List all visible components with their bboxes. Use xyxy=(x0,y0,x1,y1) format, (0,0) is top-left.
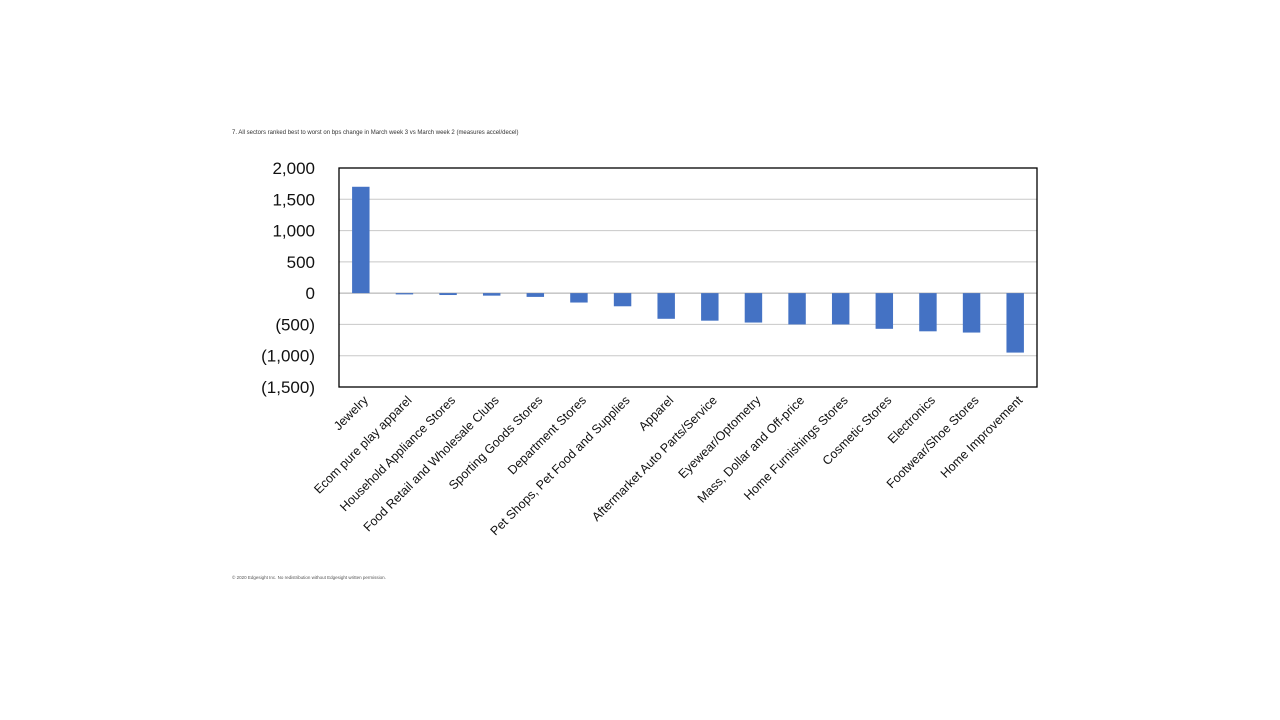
y-tick-label: (1,000) xyxy=(261,347,315,366)
bar xyxy=(919,293,937,332)
bar xyxy=(962,293,981,333)
plot-frame xyxy=(338,167,1038,388)
bar xyxy=(482,293,501,296)
bar xyxy=(352,186,370,294)
y-tick-label: 1,000 xyxy=(272,222,315,241)
y-tick-label: (500) xyxy=(275,315,315,334)
y-tick-label: 0 xyxy=(306,284,315,303)
bar xyxy=(744,293,763,323)
x-tick-label: Home Improvement xyxy=(938,393,1026,481)
bar xyxy=(657,293,675,319)
x-tick-label: Jewelry xyxy=(331,393,371,433)
y-axis-ticks: 2,000 1,500 1,000 500 0 (500) (1,000) (1,500) xyxy=(261,159,315,397)
x-tick-label: Eyewear/Optometry xyxy=(676,393,765,482)
bar xyxy=(831,293,850,325)
y-tick-label: 500 xyxy=(287,253,315,272)
y-tick-label: (1,500) xyxy=(261,378,315,397)
y-tick-label: 1,500 xyxy=(272,190,315,209)
gridlines xyxy=(339,167,1037,388)
footnote: © 2020 Edgesight Inc. No redistribution … xyxy=(232,575,386,580)
bar xyxy=(570,293,588,303)
bar xyxy=(701,293,719,321)
bar xyxy=(526,293,545,297)
bars xyxy=(352,186,1024,353)
bar xyxy=(875,293,894,329)
bar xyxy=(1006,293,1024,353)
bar xyxy=(788,293,806,325)
bar xyxy=(439,293,457,296)
bar xyxy=(395,293,414,295)
chart-caption: 7. All sectors ranked best to worst on b… xyxy=(232,130,519,136)
x-tick-label: Apparel xyxy=(636,393,676,433)
x-tick-label: Department Stores xyxy=(505,393,589,477)
y-tick-label: 2,000 xyxy=(272,159,315,178)
bar xyxy=(613,293,632,307)
